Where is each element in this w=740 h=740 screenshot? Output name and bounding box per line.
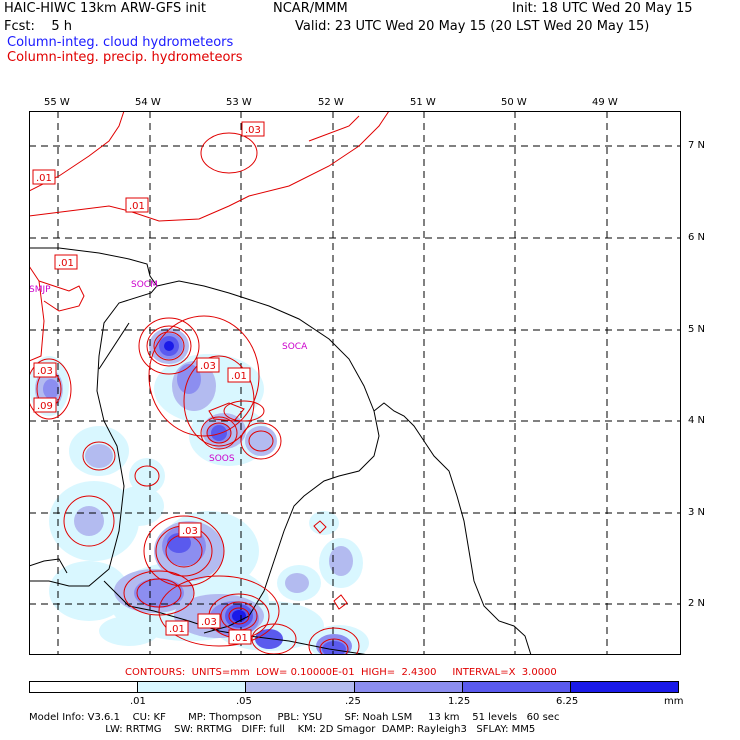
contour-label: .01 — [165, 620, 189, 636]
colorbar-swatch — [138, 682, 247, 692]
svg-text:.03: .03 — [201, 617, 217, 628]
svg-text:.01: .01 — [129, 201, 145, 212]
lat-label: 2 N — [688, 598, 706, 609]
contour-label: .01 — [32, 169, 56, 185]
contour-info: CONTOURS: UNITS=mm LOW= 0.10000E-01 HIGH… — [125, 667, 557, 678]
map-panel: SMJP SOCM SOCA SOOS .03 .01 .01 .01 .03 … — [29, 111, 681, 655]
svg-text:.01: .01 — [36, 173, 52, 184]
coastline — [29, 247, 532, 655]
colorbar-units: mm — [664, 696, 684, 707]
contour-label: .09 — [33, 397, 57, 413]
lon-label: 49 W — [592, 97, 618, 108]
station-socm: SOCM — [131, 280, 158, 290]
colorbar-tick: .05 — [236, 696, 252, 707]
lon-label: 50 W — [501, 97, 527, 108]
svg-text:.01: .01 — [232, 633, 248, 644]
lat-label: 3 N — [688, 507, 706, 518]
forecast-hour: Fcst: 5 h — [4, 19, 73, 34]
lon-label: 51 W — [410, 97, 436, 108]
colorbar-swatch — [354, 682, 463, 692]
svg-text:.01: .01 — [58, 258, 74, 269]
colorbar-swatch — [462, 682, 571, 692]
legend-precip: Column-integ. precip. hydrometeors — [7, 50, 243, 65]
colorbar-swatch — [30, 682, 139, 692]
contour-label: .01 — [54, 254, 78, 270]
contour-label: .03 — [178, 522, 202, 538]
contour-label: .03 — [197, 613, 221, 629]
station-smjp: SMJP — [29, 285, 51, 295]
contour-label: .03 — [241, 121, 265, 137]
lat-label: 4 N — [688, 415, 706, 426]
svg-text:.03: .03 — [182, 526, 198, 537]
svg-text:.09: .09 — [37, 401, 53, 412]
model-info-line1: Model Info: V3.6.1 CU: KF MP: Thompson P… — [29, 712, 560, 723]
colorbar-swatch — [246, 682, 355, 692]
contour-label: .01 — [228, 629, 252, 645]
svg-text:.03: .03 — [245, 125, 261, 136]
svg-text:.01: .01 — [231, 371, 247, 382]
legend-cloud: Column-integ. cloud hydrometeors — [7, 35, 234, 50]
station-soca: SOCA — [282, 342, 308, 352]
init-time: Init: 18 UTC Wed 20 May 15 — [512, 1, 693, 16]
colorbar-tick: 6.25 — [556, 696, 579, 707]
lat-label: 5 N — [688, 324, 706, 335]
lon-label: 52 W — [318, 97, 344, 108]
model-info-line2: LW: RRTMG SW: RRTMG DIFF: full KM: 2D Sm… — [29, 724, 536, 735]
colorbar-tick: .01 — [130, 696, 146, 707]
lon-label: 53 W — [226, 97, 252, 108]
lon-label: 54 W — [135, 97, 161, 108]
valid-time: Valid: 23 UTC Wed 20 May 15 (20 LST Wed … — [295, 19, 650, 34]
colorbar-tick: .25 — [345, 696, 361, 707]
contour-label: .01 — [125, 197, 149, 213]
station-soos: SOOS — [209, 454, 235, 464]
contour-label: .03 — [33, 362, 57, 378]
colorbar — [29, 681, 679, 693]
colorbar-tick: 1.25 — [448, 696, 471, 707]
contour-labels: .03 .01 .01 .01 .03 .01 .03 .09 .03 .01 … — [32, 121, 265, 645]
lat-label: 7 N — [688, 140, 706, 151]
svg-text:.03: .03 — [37, 366, 53, 377]
svg-text:.03: .03 — [200, 361, 216, 372]
map-frame — [29, 111, 681, 655]
contour-label: .03 — [196, 357, 220, 373]
latlon-grid — [29, 111, 681, 655]
svg-text:.01: .01 — [169, 624, 185, 635]
colorbar-swatch — [570, 682, 679, 692]
cloud-fill-layer — [29, 328, 369, 655]
model-title: HAIC-HIWC 13km ARW-GFS init — [4, 1, 206, 16]
contour-label: .01 — [227, 367, 251, 383]
lon-label: 55 W — [44, 97, 70, 108]
lat-label: 6 N — [688, 232, 706, 243]
org-label: NCAR/MMM — [273, 1, 348, 16]
station-labels: SMJP SOCM SOCA SOOS — [29, 280, 308, 464]
